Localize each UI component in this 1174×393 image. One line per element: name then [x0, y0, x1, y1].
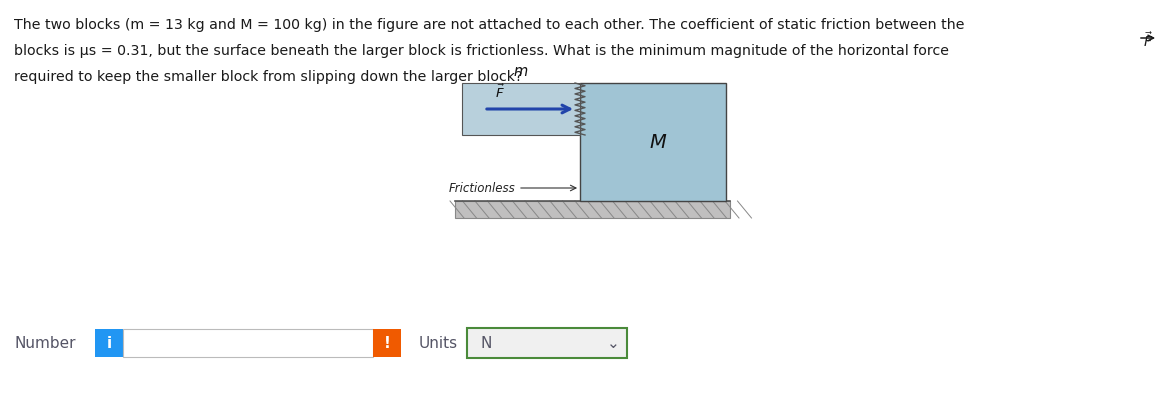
Text: Number: Number: [14, 336, 75, 351]
Text: !: !: [384, 336, 391, 351]
Bar: [463, 83, 580, 135]
Text: i: i: [107, 336, 112, 351]
Bar: [580, 83, 726, 201]
Text: Frictionless: Frictionless: [448, 182, 515, 195]
Text: $M$: $M$: [649, 132, 667, 151]
Bar: [123, 329, 373, 357]
Bar: [95, 329, 123, 357]
Text: The two blocks (m = 13 kg and M = 100 kg) in the figure are not attached to each: The two blocks (m = 13 kg and M = 100 kg…: [14, 18, 965, 32]
Text: $m$: $m$: [513, 64, 528, 79]
Text: $\vec{F}$: $\vec{F}$: [495, 84, 505, 101]
Text: ⌄: ⌄: [607, 336, 620, 351]
Bar: [467, 328, 627, 358]
Bar: [456, 201, 730, 218]
Bar: [373, 329, 402, 357]
Text: $\vec{F}$: $\vec{F}$: [1143, 31, 1153, 50]
Text: blocks is μs = 0.31, but the surface beneath the larger block is frictionless. W: blocks is μs = 0.31, but the surface ben…: [14, 44, 949, 58]
Text: Units: Units: [419, 336, 458, 351]
Text: required to keep the smaller block from slipping down the larger block?: required to keep the smaller block from …: [14, 70, 522, 84]
Text: N: N: [481, 336, 492, 351]
